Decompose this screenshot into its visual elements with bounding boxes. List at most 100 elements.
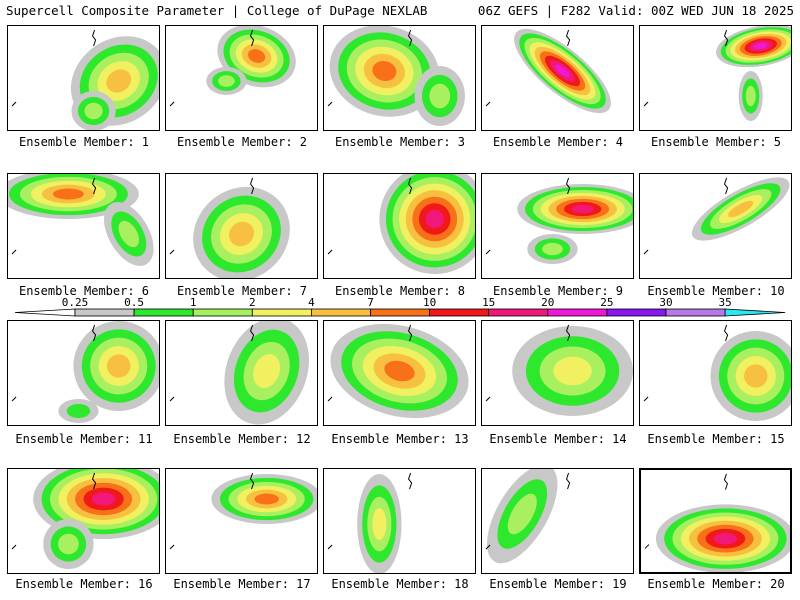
scp-contour <box>91 492 116 506</box>
member-map-panel <box>639 25 792 131</box>
scp-contour <box>728 200 754 218</box>
member-label: Ensemble Member: 16 <box>15 577 153 591</box>
scp-contour <box>254 493 279 505</box>
coastline <box>723 29 729 47</box>
coastline <box>249 177 255 195</box>
coastline <box>169 544 175 550</box>
member-map-panel <box>165 25 318 131</box>
scp-contour <box>542 242 563 256</box>
coastline <box>327 396 333 402</box>
colorbar-tick-label: 7 <box>367 296 374 309</box>
colorbar-segment <box>133 308 194 317</box>
member-map-panel <box>165 173 318 279</box>
member-map-field <box>11 469 159 569</box>
map-title: Supercell Composite Parameter | College … <box>6 3 428 18</box>
colorbar-segment <box>547 308 608 317</box>
member-map-panel <box>165 320 318 426</box>
coastline <box>169 396 175 402</box>
member-map-field <box>169 26 296 107</box>
member-map-field <box>485 177 633 264</box>
member-map-field <box>11 29 159 130</box>
member-map-field <box>8 174 154 266</box>
coastline <box>169 101 175 107</box>
colorbar-segment <box>606 308 667 317</box>
member-map-panel <box>323 468 476 574</box>
coastline <box>565 324 571 342</box>
member-map-panel <box>481 25 634 131</box>
member-label: Ensemble Member: 6 <box>18 284 150 298</box>
member-map-field <box>485 324 633 416</box>
colorbar-tick-label: 25 <box>600 296 613 309</box>
member-map-panel <box>7 173 160 279</box>
member-label: Ensemble Member: 9 <box>492 284 624 298</box>
coastline <box>485 249 491 255</box>
colorbar-min-arrow <box>14 308 76 317</box>
member-map-panel <box>639 468 792 574</box>
scp-contour <box>754 42 768 50</box>
coastline <box>91 324 97 342</box>
colorbar-tick-label: 0.25 <box>62 296 89 309</box>
member-map-field <box>327 472 413 573</box>
colorbar-segment <box>488 308 549 317</box>
member-map-field <box>644 473 790 572</box>
coastline <box>11 249 17 255</box>
colorbar-tick-label: 15 <box>482 296 495 309</box>
coastline <box>723 473 728 490</box>
member-label: Ensemble Member: 17 <box>173 577 311 591</box>
member-map-panel <box>639 320 792 426</box>
member-label: Ensemble Member: 3 <box>334 135 466 149</box>
coastline <box>169 249 175 255</box>
coastline <box>643 101 649 107</box>
member-map-field <box>643 177 790 255</box>
coastline <box>565 472 571 490</box>
member-map-field <box>485 469 571 564</box>
member-label: Ensemble Member: 8 <box>334 284 466 298</box>
coastline <box>91 29 97 47</box>
colorbar-tick-label: 0.5 <box>124 296 144 309</box>
colorbar-segment <box>251 308 312 317</box>
member-map-panel <box>7 468 160 574</box>
coastline <box>407 177 413 195</box>
member-map-field <box>643 26 791 121</box>
color-scale-legend: 0.25 0.5 1 2 4 7 10 15 20 25 30 35 <box>14 296 786 317</box>
member-label: Ensemble Member: 18 <box>331 577 469 591</box>
scp-contour <box>372 508 387 540</box>
scp-contour <box>713 532 738 545</box>
coastline <box>11 544 17 550</box>
coastline <box>407 324 413 342</box>
member-map-panel <box>323 173 476 279</box>
member-label: Ensemble Member: 4 <box>492 135 624 149</box>
member-label: Ensemble Member: 13 <box>331 432 469 446</box>
member-label: Ensemble Member: 19 <box>489 577 627 591</box>
coastline <box>327 544 333 550</box>
coastline <box>485 544 491 550</box>
member-map-panel <box>7 320 160 426</box>
coastline <box>11 101 17 107</box>
scp-contour <box>218 75 235 87</box>
scp-contour <box>58 533 79 555</box>
coastline <box>723 324 729 342</box>
colorbar-tick-label: 10 <box>423 296 436 309</box>
scp-contour <box>106 69 132 93</box>
scp-contour <box>425 209 444 229</box>
member-map-panel <box>639 173 792 279</box>
member-label: Ensemble Member: 7 <box>176 284 308 298</box>
colorbar-tick-label: 1 <box>190 296 197 309</box>
scp-contour <box>429 83 451 109</box>
coastline <box>643 396 649 402</box>
colorbar-tick-label: 4 <box>308 296 315 309</box>
member-map-field <box>485 28 611 114</box>
member-map-field <box>169 472 317 550</box>
coastline <box>11 396 17 402</box>
colorbar-tick-label: 30 <box>659 296 672 309</box>
member-map-panel <box>481 468 634 574</box>
scp-contour <box>507 493 537 535</box>
coastline <box>327 101 333 107</box>
member-map-panel <box>323 25 476 131</box>
member-map-field <box>643 324 791 421</box>
colorbar-segment <box>665 308 726 317</box>
colorbar-segment <box>370 308 430 317</box>
coastline <box>485 101 491 107</box>
scp-contour <box>84 102 103 120</box>
run-info: 06Z GEFS | F282 Valid: 00Z WED JUN 18 20… <box>477 3 794 18</box>
